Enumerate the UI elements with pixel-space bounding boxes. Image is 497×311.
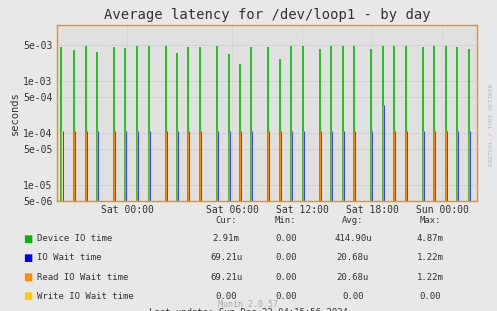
Text: Last update: Sun Dec 22 04:15:56 2024: Last update: Sun Dec 22 04:15:56 2024 xyxy=(149,308,348,311)
Text: Min:: Min: xyxy=(275,216,297,225)
Text: ■: ■ xyxy=(23,272,32,282)
Text: 4.87m: 4.87m xyxy=(416,234,443,243)
Text: IO Wait time: IO Wait time xyxy=(37,253,102,262)
Text: Read IO Wait time: Read IO Wait time xyxy=(37,273,129,281)
Text: 0.00: 0.00 xyxy=(275,273,297,281)
Text: ■: ■ xyxy=(23,234,32,244)
Text: 1.22m: 1.22m xyxy=(416,253,443,262)
Text: 0.00: 0.00 xyxy=(275,234,297,243)
Y-axis label: seconds: seconds xyxy=(10,91,20,135)
Text: Max:: Max: xyxy=(419,216,441,225)
Text: ■: ■ xyxy=(23,291,32,301)
Text: RRDTOOL / TOBI OETIKER: RRDTOOL / TOBI OETIKER xyxy=(489,83,494,166)
Text: 0.00: 0.00 xyxy=(275,253,297,262)
Text: 2.91m: 2.91m xyxy=(213,234,240,243)
Title: Average latency for /dev/loop1 - by day: Average latency for /dev/loop1 - by day xyxy=(104,8,430,22)
Text: Munin 2.0.57: Munin 2.0.57 xyxy=(219,300,278,309)
Text: 0.00: 0.00 xyxy=(342,292,364,301)
Text: Write IO Wait time: Write IO Wait time xyxy=(37,292,134,301)
Text: Device IO time: Device IO time xyxy=(37,234,112,243)
Text: 20.68u: 20.68u xyxy=(337,253,369,262)
Text: 414.90u: 414.90u xyxy=(334,234,372,243)
Text: Avg:: Avg: xyxy=(342,216,364,225)
Text: 1.22m: 1.22m xyxy=(416,273,443,281)
Text: ■: ■ xyxy=(23,253,32,263)
Text: 20.68u: 20.68u xyxy=(337,273,369,281)
Text: Cur:: Cur: xyxy=(215,216,237,225)
Text: 0.00: 0.00 xyxy=(419,292,441,301)
Text: 0.00: 0.00 xyxy=(275,292,297,301)
Text: 0.00: 0.00 xyxy=(215,292,237,301)
Text: 69.21u: 69.21u xyxy=(210,273,242,281)
Text: 69.21u: 69.21u xyxy=(210,253,242,262)
